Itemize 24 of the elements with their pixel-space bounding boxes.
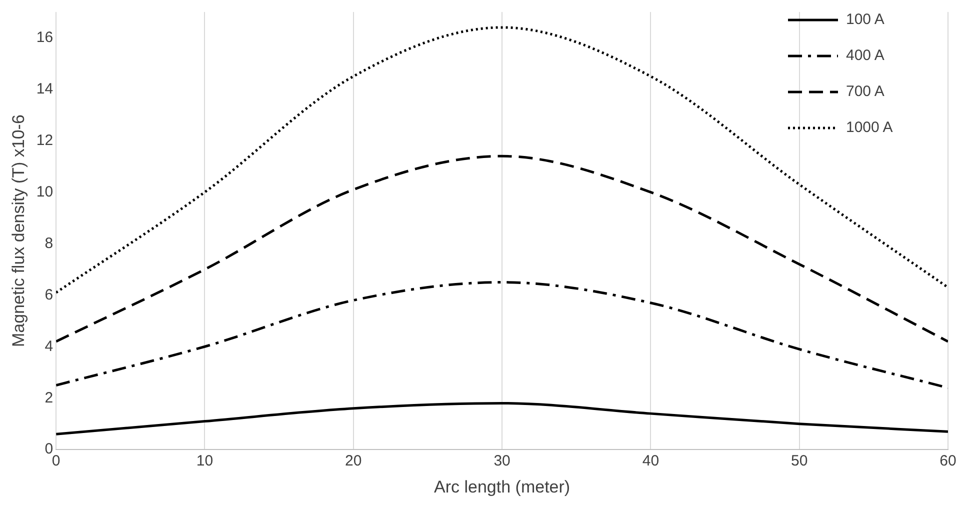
y-tick-label: 2 bbox=[44, 389, 54, 406]
line-series bbox=[56, 402, 948, 436]
x-tick-label: 30 bbox=[494, 452, 510, 470]
legend-label: 400 A bbox=[846, 47, 884, 64]
y-tick-label: 0 bbox=[44, 440, 54, 458]
x-axis-title: Arc length (meter) bbox=[434, 477, 570, 496]
x-tick-label: 40 bbox=[642, 452, 660, 470]
x-tick-label: 50 bbox=[791, 452, 808, 470]
y-tick-label: 10 bbox=[36, 183, 54, 200]
x-tick-label: 10 bbox=[196, 452, 214, 470]
legend-label: 700 A bbox=[846, 83, 884, 100]
legend-label: 1000 A bbox=[846, 119, 893, 136]
y-tick-label: 8 bbox=[44, 234, 54, 252]
y-axis-title: Magnetic flux density (T) x10-6 bbox=[8, 114, 28, 348]
y-tick-label: 16 bbox=[36, 28, 54, 46]
y-tick-label: 6 bbox=[44, 286, 54, 304]
line-series bbox=[56, 26, 948, 294]
y-tick-label: 4 bbox=[44, 338, 54, 355]
x-tick-label: 60 bbox=[940, 452, 956, 470]
legend-label: 100 A bbox=[846, 11, 884, 28]
x-tick-label: 20 bbox=[345, 452, 362, 470]
line-series bbox=[56, 154, 948, 343]
y-tick-label: 12 bbox=[36, 132, 54, 149]
y-tick-label: 14 bbox=[36, 80, 54, 98]
